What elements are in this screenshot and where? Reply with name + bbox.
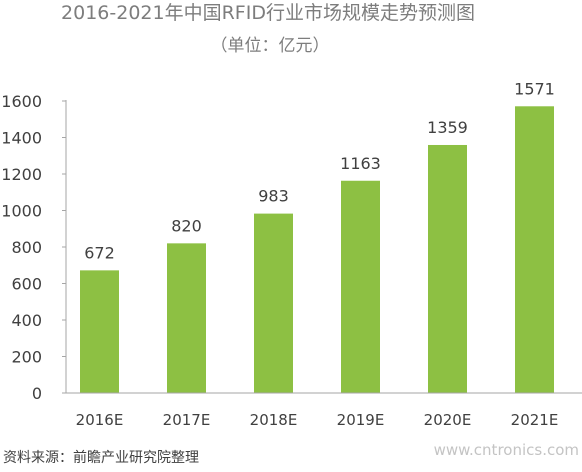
y-tick-label: 1600 bbox=[1, 92, 42, 111]
y-tick-label: 0 bbox=[32, 384, 42, 403]
bar-2018E bbox=[254, 213, 293, 393]
y-tick-label: 1200 bbox=[1, 165, 42, 184]
y-tick-label: 800 bbox=[11, 238, 42, 257]
bars bbox=[80, 106, 554, 393]
y-axis-ticks: 0 200 400 600 800 1000 1200 1400 1600 bbox=[1, 92, 66, 403]
value-label-2021E: 1571 bbox=[514, 79, 555, 98]
x-tick-label-2017E: 2017E bbox=[163, 411, 211, 429]
value-label-2020E: 1359 bbox=[427, 118, 468, 137]
bar-2021E bbox=[515, 106, 554, 393]
x-tick-label-2020E: 2020E bbox=[424, 411, 472, 429]
y-tick-label: 600 bbox=[11, 275, 42, 294]
watermark-text: www.cntronics.com bbox=[434, 441, 579, 459]
chart-title: 2016-2021年中国RFID行业市场规模走势预测图 bbox=[61, 2, 475, 24]
bar-2020E bbox=[428, 144, 467, 393]
bar-2016E bbox=[80, 270, 119, 393]
bar-2019E bbox=[341, 180, 380, 393]
bar-2017E bbox=[167, 243, 206, 393]
x-tick-label-2016E: 2016E bbox=[76, 411, 124, 429]
y-tick-label: 200 bbox=[11, 348, 42, 367]
x-tick-label-2018E: 2018E bbox=[250, 411, 298, 429]
x-tick-label-2019E: 2019E bbox=[337, 411, 385, 429]
value-label-2016E: 672 bbox=[84, 243, 115, 262]
source-note: 资料来源：前瞻产业研究院整理 bbox=[3, 449, 199, 466]
y-tick-label: 1000 bbox=[1, 202, 42, 221]
x-axis-ticks: 2016E 2017E 2018E 2019E 2020E 2021E bbox=[76, 411, 559, 429]
value-label-2018E: 983 bbox=[258, 187, 289, 206]
y-tick-label: 400 bbox=[11, 311, 42, 330]
value-labels: 672 820 983 1163 1359 1571 bbox=[84, 79, 555, 262]
value-label-2019E: 1163 bbox=[340, 154, 381, 173]
chart-subtitle: （单位：亿元） bbox=[211, 36, 330, 56]
x-tick-label-2021E: 2021E bbox=[511, 411, 559, 429]
y-tick-label: 1400 bbox=[1, 129, 42, 148]
value-label-2017E: 820 bbox=[171, 216, 202, 235]
